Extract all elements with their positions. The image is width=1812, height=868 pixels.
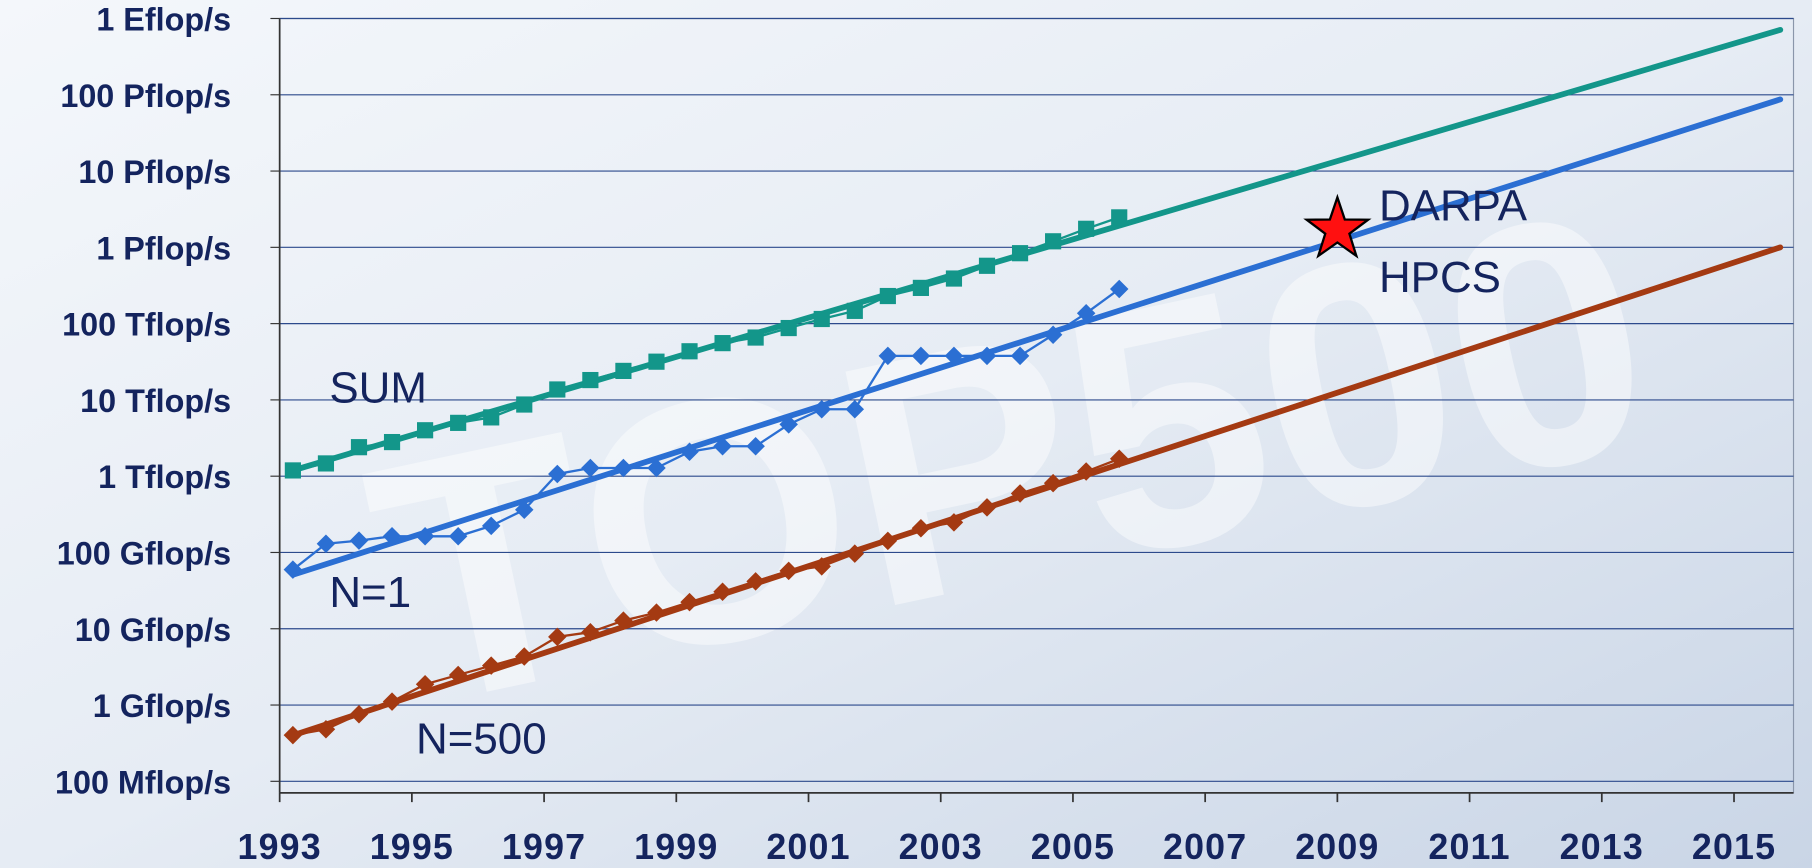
- data-point: [1010, 346, 1030, 366]
- data-point: [746, 572, 765, 591]
- data-point: [878, 346, 898, 366]
- x-tick-label: 2003: [899, 827, 983, 867]
- data-point: [812, 557, 831, 576]
- data-point: [713, 436, 732, 456]
- x-tick-label: 1995: [370, 827, 454, 867]
- x-tick-label: 2007: [1163, 827, 1247, 867]
- data-point: [680, 592, 699, 612]
- y-tick-label: 100 Mflop/s: [55, 764, 231, 800]
- data-point: [350, 439, 368, 456]
- y-tick-label: 1 Pflop/s: [96, 230, 231, 266]
- data-point: [681, 343, 698, 360]
- trend-line: [289, 244, 1784, 739]
- x-tick-label: 1999: [634, 827, 718, 867]
- data-point: [317, 455, 335, 472]
- data-point: [746, 436, 765, 456]
- data-point: [448, 665, 468, 685]
- series-label: SUM: [329, 363, 427, 412]
- data-point: [615, 362, 632, 379]
- data-point: [978, 257, 996, 274]
- y-tick-label: 100 Gflop/s: [57, 535, 231, 571]
- y-tick-label: 10 Gflop/s: [75, 612, 231, 648]
- data-point: [846, 302, 863, 319]
- data-point: [977, 346, 997, 366]
- x-tick-label: 2009: [1295, 827, 1379, 867]
- data-point: [283, 560, 303, 579]
- x-tick-label: 2005: [1031, 827, 1115, 867]
- data-point: [1011, 245, 1029, 262]
- x-tick-label: 2001: [766, 827, 850, 867]
- data-point: [1043, 325, 1063, 344]
- data-point: [648, 353, 665, 370]
- data-point: [780, 319, 797, 337]
- data-point: [945, 270, 963, 287]
- data-point: [680, 442, 699, 462]
- y-tick-label: 10 Pflop/s: [78, 154, 231, 190]
- data-point: [1078, 220, 1095, 237]
- annotation: HPCS: [1379, 253, 1501, 302]
- x-tick-label: 1997: [502, 827, 586, 867]
- data-point: [1045, 233, 1062, 250]
- data-point: [581, 622, 600, 642]
- data-point: [1010, 484, 1030, 503]
- data-point: [415, 527, 435, 546]
- data-point: [316, 534, 336, 554]
- y-tick-label: 1 Tflop/s: [98, 459, 231, 495]
- series-label: N=1: [329, 568, 411, 617]
- y-tick-label: 100 Pflop/s: [60, 78, 231, 114]
- data-point: [316, 720, 336, 739]
- data-point: [879, 287, 896, 305]
- data-point: [714, 335, 731, 352]
- data-point: [283, 725, 303, 745]
- data-point: [481, 656, 501, 675]
- data-point: [448, 527, 468, 546]
- x-tick-label: 2015: [1692, 827, 1776, 867]
- data-point: [581, 458, 600, 478]
- data-point: [415, 675, 435, 694]
- data-point: [944, 513, 964, 532]
- data-point: [944, 346, 964, 366]
- series-label: N=500: [416, 715, 547, 764]
- data-point: [1109, 449, 1129, 469]
- data-point: [747, 329, 764, 346]
- data-point: [779, 415, 798, 434]
- y-tick-label: 1 Gflop/s: [93, 688, 231, 724]
- data-point: [912, 279, 929, 296]
- trend-line: [289, 96, 1784, 578]
- data-point: [383, 433, 401, 451]
- x-tick-label: 2013: [1560, 827, 1644, 867]
- data-point: [450, 414, 467, 431]
- data-point: [779, 561, 798, 581]
- data-point: [813, 310, 830, 328]
- y-tick-label: 100 Tflop/s: [62, 307, 231, 343]
- annotation: DARPA: [1379, 182, 1528, 231]
- y-tick-label: 10 Tflop/s: [80, 383, 231, 419]
- data-point: [1043, 473, 1063, 493]
- data-point: [1109, 279, 1129, 299]
- data-point: [549, 381, 566, 398]
- x-tick-label: 2011: [1428, 827, 1510, 867]
- data-point: [911, 346, 931, 366]
- data-point: [284, 462, 301, 479]
- data-point: [911, 518, 931, 538]
- y-tick-label: 1 Eflop/s: [96, 2, 231, 38]
- data-point: [483, 409, 500, 426]
- data-point: [516, 396, 533, 413]
- data-point: [582, 371, 599, 389]
- star-marker: [1303, 193, 1372, 259]
- x-tick-label: 1993: [238, 827, 322, 867]
- data-point: [1111, 209, 1128, 226]
- data-point: [713, 582, 732, 602]
- data-point: [812, 400, 831, 419]
- data-point: [417, 422, 434, 439]
- data-point: [878, 531, 898, 551]
- data-point: [481, 516, 501, 536]
